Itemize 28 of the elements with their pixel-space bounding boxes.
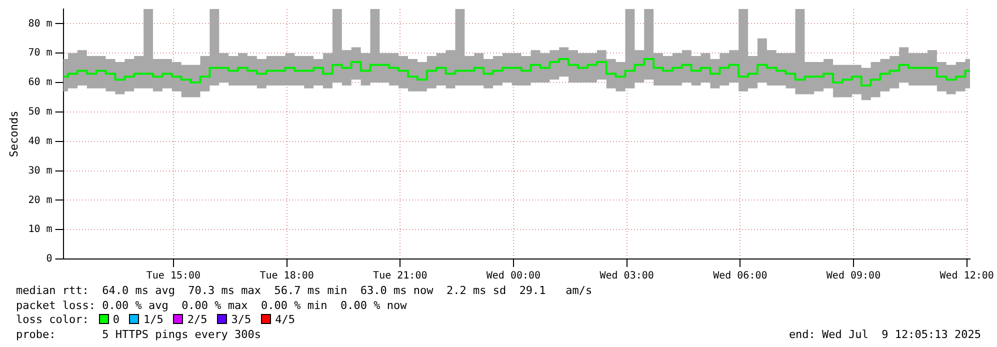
text: end: Wed Jul 9 12:05:13 2025 <box>788 328 981 342</box>
text: 0 <box>112 313 120 326</box>
y-tick-label: 20 m <box>28 194 52 206</box>
x-tick-label: Wed 09:00 <box>826 270 881 282</box>
x-tick-label: Tue 18:00 <box>260 270 314 282</box>
text: 1/5 <box>143 313 164 326</box>
x-tick-label: Wed 06:00 <box>713 270 768 282</box>
x-tick-label: Wed 12:00 <box>940 270 994 282</box>
text: packet loss: 0.00 % avg 0.00 % max 0.00 % min 0.00 % now <box>16 298 407 312</box>
y-tick-label: 30 m <box>28 165 52 176</box>
text: 4/5 <box>275 313 295 326</box>
y-axis-title: Seconds <box>7 110 20 158</box>
y-tick-label: 50 m <box>28 106 52 118</box>
y-tick-label: 10 m <box>28 224 52 236</box>
x-tick-label: Tue 21:00 <box>373 270 428 282</box>
y-tick-label: 60 m <box>28 77 52 88</box>
text: 3/5 <box>231 313 252 326</box>
x-tick-label: Wed 03:00 <box>600 270 654 282</box>
y-tick-label: 70 m <box>28 48 52 59</box>
text: loss color: <box>16 313 89 326</box>
x-tick-label: Wed 00:00 <box>486 270 541 282</box>
y-tick-label: 80 m <box>28 18 52 30</box>
text: probe: 5 HTTPS pings every 300s <box>16 328 262 340</box>
y-tick-label: 0 <box>46 254 52 265</box>
x-tick-label: Tue 15:00 <box>146 270 201 282</box>
text: median rtt: 64.0 ms avg 70.3 ms max 56.7 ms min 63.0 ms now 2.2 ms sd 29.1 am/s <box>16 284 592 297</box>
text: 2/5 <box>187 313 208 326</box>
y-tick-label: 40 m <box>28 136 52 147</box>
